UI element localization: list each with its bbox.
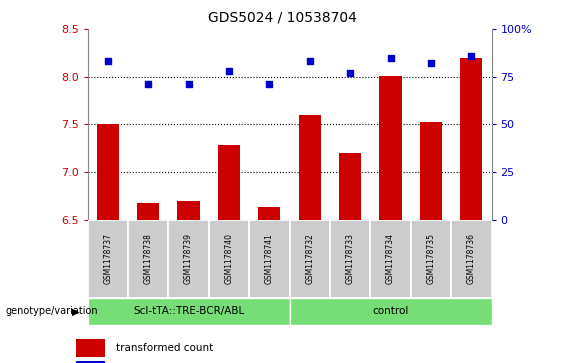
Point <box>265 81 274 87</box>
Bar <box>168 220 209 298</box>
Bar <box>249 220 289 298</box>
Point <box>467 53 476 58</box>
Bar <box>76 339 105 357</box>
Point <box>103 58 112 64</box>
Bar <box>128 220 168 298</box>
Text: GSM1178734: GSM1178734 <box>386 233 395 284</box>
Text: transformed count: transformed count <box>116 343 213 353</box>
Bar <box>380 76 402 220</box>
Text: Scl-tTA::TRE-BCR/ABL: Scl-tTA::TRE-BCR/ABL <box>133 306 244 316</box>
Text: ▶: ▶ <box>72 306 79 316</box>
Bar <box>451 220 492 298</box>
Point <box>305 58 314 64</box>
Bar <box>209 220 249 298</box>
Text: GSM1178741: GSM1178741 <box>265 233 274 284</box>
Bar <box>330 220 371 298</box>
Text: GSM1178737: GSM1178737 <box>103 233 112 284</box>
Bar <box>290 220 330 298</box>
Bar <box>290 298 492 325</box>
Text: GSM1178739: GSM1178739 <box>184 233 193 284</box>
Text: GSM1178735: GSM1178735 <box>427 233 436 284</box>
Text: control: control <box>372 306 408 316</box>
Point <box>144 81 153 87</box>
Point <box>184 81 193 87</box>
Bar <box>88 220 128 298</box>
Bar <box>137 203 159 220</box>
Point <box>224 68 233 74</box>
Bar <box>371 220 411 298</box>
Bar <box>258 207 280 220</box>
Bar <box>76 361 105 363</box>
Text: GDS5024 / 10538704: GDS5024 / 10538704 <box>208 11 357 25</box>
Bar <box>218 145 240 220</box>
Bar <box>411 220 451 298</box>
Text: GSM1178736: GSM1178736 <box>467 233 476 284</box>
Text: GSM1178740: GSM1178740 <box>224 233 233 284</box>
Bar <box>460 58 483 220</box>
Point <box>386 55 395 61</box>
Bar <box>339 153 361 220</box>
Bar <box>97 124 119 220</box>
Text: GSM1178732: GSM1178732 <box>305 233 314 284</box>
Text: genotype/variation: genotype/variation <box>6 306 98 316</box>
Bar <box>299 115 321 220</box>
Bar <box>177 200 199 220</box>
Bar <box>420 122 442 220</box>
Text: GSM1178738: GSM1178738 <box>144 233 153 284</box>
Point <box>427 60 436 66</box>
Point <box>346 70 355 76</box>
Bar <box>88 298 290 325</box>
Text: GSM1178733: GSM1178733 <box>346 233 355 284</box>
